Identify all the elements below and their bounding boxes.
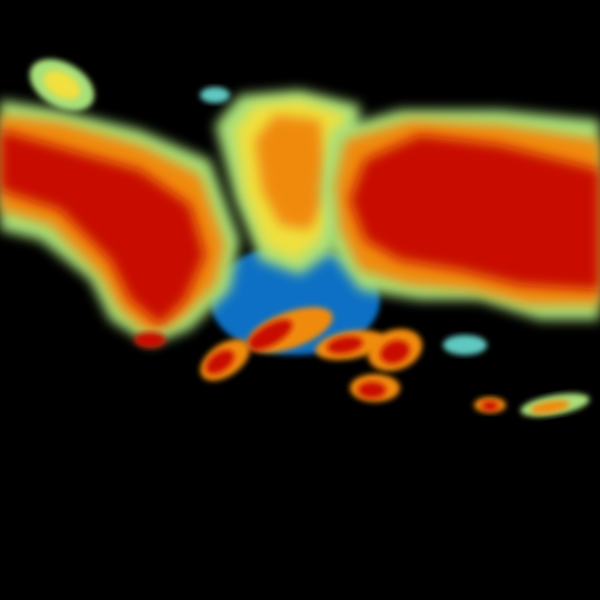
precipitation-echoes (0, 59, 600, 417)
echo-cell-south-4-core (380, 340, 410, 364)
echo-cell-south-1-core (247, 319, 293, 351)
echo-blue-ring (210, 245, 380, 355)
echo-cell-south-5-core (358, 382, 386, 398)
echo-cell-south-6 (134, 332, 166, 348)
echo-cell-topleft-core (43, 70, 81, 100)
echo-left-core (0, 130, 205, 325)
echo-fan-core (255, 115, 330, 230)
echo-cell-east-1-core (482, 401, 498, 411)
echo-cell-east-3 (443, 335, 487, 355)
echo-cell-south-2-core (205, 350, 235, 374)
echo-right-core (350, 135, 600, 290)
echo-cell-north (200, 87, 230, 103)
echo-cell-south-3-core (327, 336, 363, 354)
echo-cell-east-2-core (530, 400, 570, 414)
